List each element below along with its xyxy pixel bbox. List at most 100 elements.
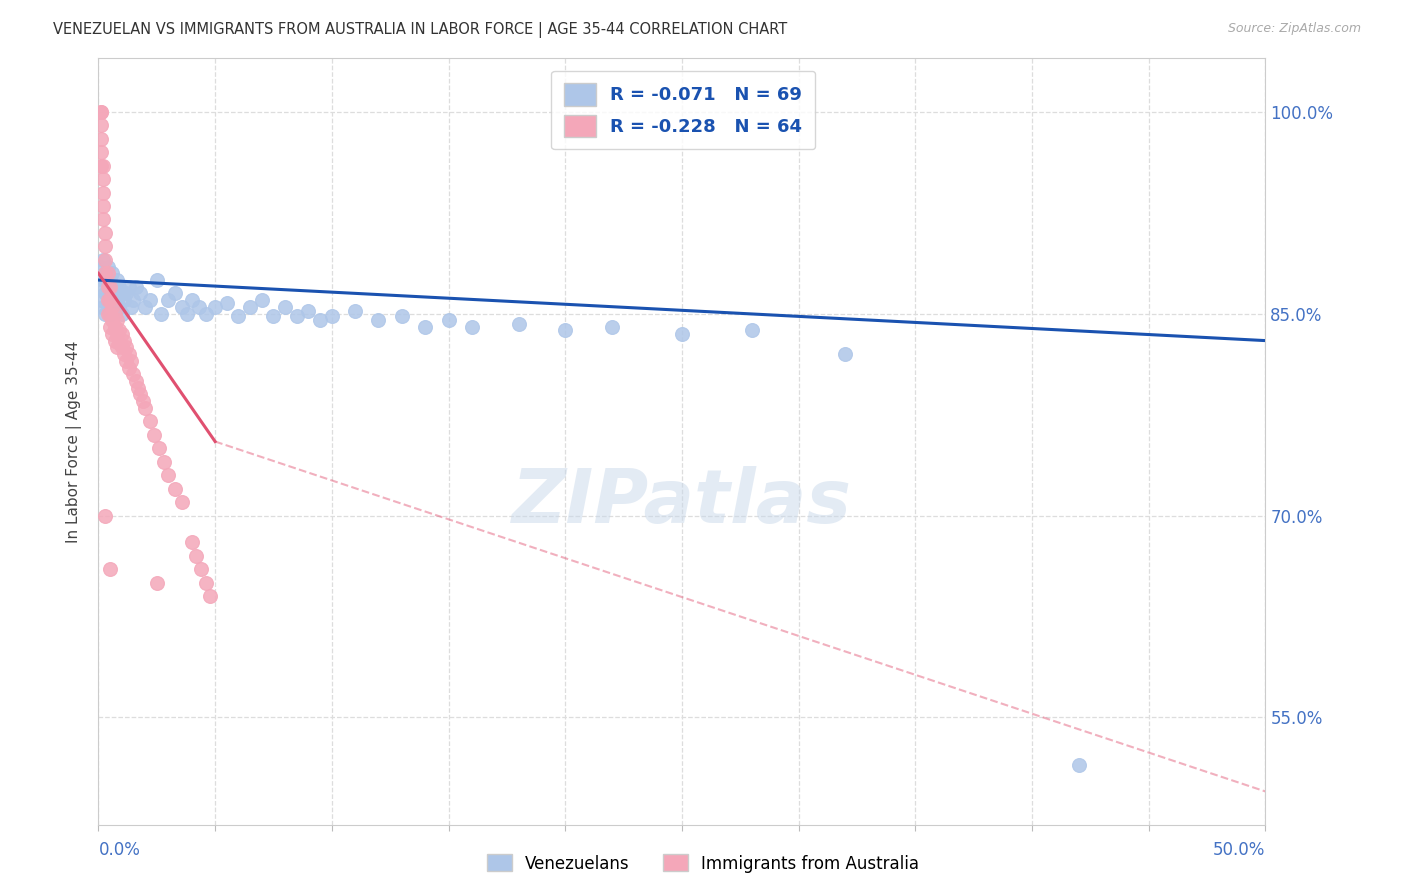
Point [94, 266, 117, 280]
Point [152, 455, 174, 469]
Point [101, 326, 124, 341]
Point [98, 562, 121, 576]
Point [105, 340, 128, 354]
Point [741, 323, 763, 337]
Point [215, 296, 238, 310]
Point [98, 307, 121, 321]
Point [321, 310, 343, 324]
Point [94, 286, 117, 301]
Point [98, 320, 121, 334]
Point [134, 300, 156, 314]
Point [125, 279, 148, 293]
Point [204, 300, 226, 314]
Point [228, 310, 250, 324]
Point [97, 293, 120, 308]
Point [90, 279, 112, 293]
Point [118, 279, 141, 293]
Point [274, 300, 297, 314]
Point [94, 226, 117, 240]
Point [105, 293, 128, 308]
Point [104, 334, 127, 348]
Point [250, 293, 273, 308]
Point [146, 575, 169, 590]
Point [104, 320, 127, 334]
Point [285, 310, 308, 324]
Point [112, 347, 135, 361]
Point [101, 266, 124, 280]
Point [98, 273, 121, 287]
Text: 50.0%: 50.0% [1213, 841, 1265, 859]
Point [148, 442, 170, 456]
Point [129, 286, 152, 301]
Point [112, 293, 135, 308]
Point [262, 310, 284, 324]
Point [118, 360, 141, 375]
Point [554, 323, 576, 337]
Point [108, 336, 131, 351]
Point [127, 381, 149, 395]
Point [115, 286, 138, 301]
Point [94, 307, 117, 321]
Point [367, 313, 389, 327]
Point [105, 326, 128, 341]
Point [91, 300, 114, 314]
Point [187, 300, 209, 314]
Point [91, 252, 114, 267]
Point [139, 414, 162, 428]
Point [122, 293, 145, 308]
Point [98, 279, 121, 293]
Point [104, 307, 127, 321]
Point [134, 401, 156, 415]
Point [105, 313, 128, 327]
Point [1067, 757, 1090, 772]
Point [97, 279, 120, 293]
Point [834, 347, 856, 361]
Point [98, 307, 121, 321]
Point [90, 104, 112, 119]
Point [90, 159, 112, 173]
Point [157, 468, 180, 483]
Point [111, 307, 134, 321]
Point [101, 300, 124, 314]
Point [391, 310, 413, 324]
Point [97, 260, 120, 274]
Point [190, 562, 212, 576]
Point [101, 313, 124, 327]
Y-axis label: In Labor Force | Age 35-44: In Labor Force | Age 35-44 [66, 341, 83, 542]
Point [98, 293, 121, 308]
Point [91, 172, 114, 186]
Point [101, 286, 124, 301]
Point [150, 307, 173, 321]
Point [120, 300, 142, 314]
Point [200, 590, 222, 604]
Point [108, 279, 131, 293]
Point [91, 199, 114, 213]
Point [104, 279, 127, 293]
Point [125, 374, 148, 388]
Point [97, 266, 120, 280]
Point [94, 239, 117, 253]
Point [180, 293, 202, 308]
Point [97, 293, 120, 308]
Point [172, 495, 194, 509]
Point [108, 300, 131, 314]
Point [344, 304, 367, 318]
Point [105, 273, 128, 287]
Point [90, 293, 112, 308]
Point [671, 326, 693, 341]
Point [91, 273, 114, 287]
Point [129, 387, 152, 401]
Point [157, 293, 180, 308]
Point [98, 293, 121, 308]
Point [90, 145, 112, 160]
Point [90, 118, 112, 132]
Point [97, 307, 120, 321]
Point [180, 535, 202, 549]
Point [91, 212, 114, 227]
Point [139, 293, 162, 308]
Point [111, 326, 134, 341]
Point [91, 186, 114, 200]
Point [101, 300, 124, 314]
Point [413, 320, 436, 334]
Point [104, 293, 127, 308]
